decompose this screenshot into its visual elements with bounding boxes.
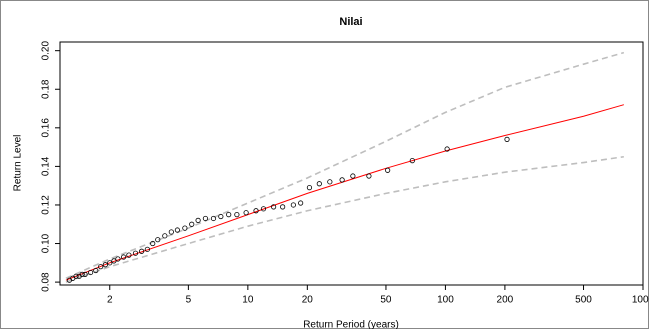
x-tick-label: 200 (497, 295, 514, 306)
data-point (162, 233, 168, 239)
data-point (107, 260, 113, 266)
data-point (115, 256, 121, 262)
data-point (504, 136, 510, 142)
x-tick-label: 2 (107, 295, 113, 306)
data-point (111, 258, 117, 264)
data-point (226, 212, 232, 218)
chart-title: Nilai (339, 16, 362, 28)
y-tick-label: 0.12 (41, 195, 52, 215)
x-tick-label: 50 (380, 295, 392, 306)
x-tick-label: 20 (302, 295, 314, 306)
data-point (182, 225, 188, 231)
data-point (174, 227, 181, 233)
y-tick-label: 0.14 (41, 156, 52, 176)
fit-line (65, 104, 624, 281)
data-point (316, 181, 322, 187)
y-tick-label: 0.20 (41, 41, 52, 61)
data-point (93, 267, 99, 274)
y-tick-label: 0.10 (41, 233, 52, 253)
data-point (73, 273, 79, 279)
data-point (306, 185, 313, 191)
data-point (327, 179, 333, 185)
data-point (409, 158, 415, 164)
data-point (210, 215, 217, 222)
data-point (168, 229, 174, 235)
data-point (350, 173, 356, 179)
data-point (88, 269, 94, 276)
fit-line (65, 155, 624, 283)
x-tick-label: 10 (242, 295, 254, 306)
data-point (79, 271, 85, 277)
x-tick-label: 5 (186, 295, 192, 306)
x-tick-label: 100 (437, 295, 454, 306)
data-point (366, 173, 372, 179)
data-point (385, 167, 391, 173)
data-point (260, 206, 267, 212)
data-point (202, 215, 209, 222)
data-point (155, 237, 161, 243)
data-point (102, 262, 108, 268)
data-point (189, 221, 195, 227)
data-point (253, 208, 259, 214)
data-point (444, 146, 450, 152)
data-point (339, 177, 345, 183)
y-tick-label: 0.18 (41, 79, 52, 99)
data-point (144, 246, 150, 252)
data-point (218, 213, 224, 220)
data-point (132, 250, 139, 256)
x-tick-label: 500 (575, 295, 592, 306)
data-point (271, 204, 277, 210)
data-point (126, 252, 132, 258)
plot-box (59, 41, 644, 286)
y-tick-label: 0.16 (41, 118, 52, 138)
data-point (298, 200, 304, 206)
y-tick-label: 0.08 (41, 272, 52, 292)
data-point (139, 248, 145, 254)
data-point (195, 217, 201, 223)
data-point (98, 264, 104, 270)
y-axis-label: Return Level (13, 135, 24, 192)
x-axis-label: Return Period (years) (303, 320, 399, 329)
fit-line (65, 51, 625, 279)
data-point (243, 210, 249, 216)
data-point (82, 271, 88, 277)
data-point (234, 212, 240, 218)
data-point (280, 204, 286, 210)
data-point (150, 240, 156, 247)
data-point (120, 254, 127, 260)
data-point (290, 202, 296, 208)
